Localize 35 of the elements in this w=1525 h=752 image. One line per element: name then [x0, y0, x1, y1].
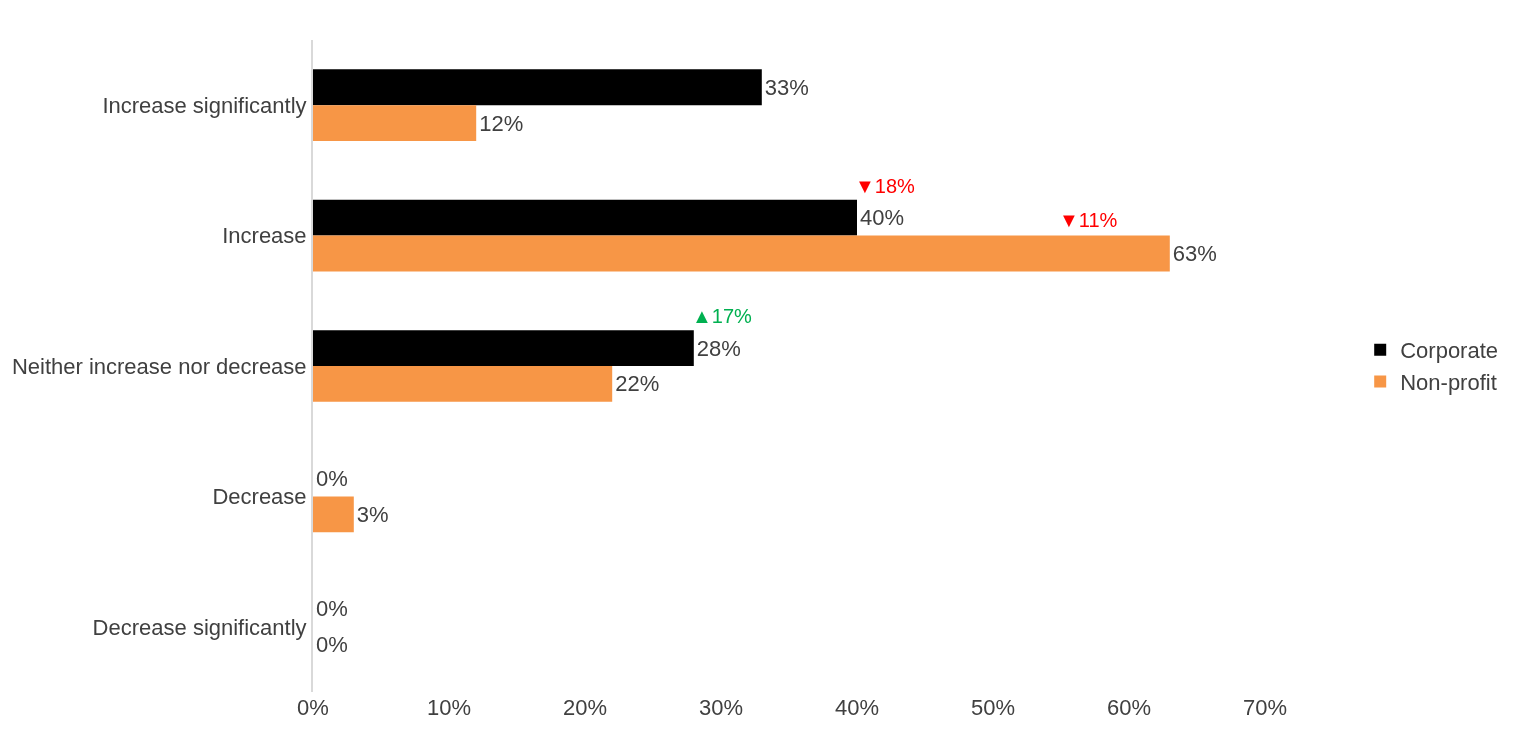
bar — [313, 199, 857, 236]
data-label: 22% — [615, 371, 660, 397]
y-tick-label: Decrease significantly — [92, 614, 307, 640]
data-label: 28% — [696, 335, 741, 361]
y-tick-label: Decrease — [212, 484, 307, 510]
data-label: 0% — [316, 465, 348, 491]
x-tick-label: 10% — [426, 695, 472, 720]
x-tick-label: 50% — [970, 695, 1016, 720]
annotation: ▲17% — [692, 305, 753, 327]
x-tick-label: 0% — [297, 695, 329, 720]
data-label: 33% — [764, 74, 809, 100]
x-tick-label: 30% — [698, 695, 744, 720]
legend-label: Non-profit — [1400, 369, 1497, 395]
data-label: 0% — [316, 632, 348, 658]
data-label: 0% — [316, 596, 348, 622]
x-tick-label: 40% — [834, 695, 880, 720]
data-label: 3% — [356, 501, 389, 527]
bar — [313, 330, 694, 366]
bar — [313, 69, 762, 106]
y-tick-label: Increase — [222, 223, 307, 249]
x-tick-label: 60% — [1106, 695, 1152, 720]
data-label: 40% — [860, 205, 905, 231]
x-tick-label: 20% — [562, 695, 608, 720]
y-tick-label: Neither increase nor decrease — [11, 353, 307, 379]
annotation: ▼18% — [855, 175, 916, 197]
data-label: 12% — [479, 110, 524, 136]
legend-label: Corporate — [1400, 338, 1499, 364]
bar — [313, 366, 613, 402]
annotation: ▼11% — [1059, 209, 1118, 231]
y-tick-label: Increase significantly — [102, 92, 307, 118]
bar — [313, 235, 1170, 272]
bar — [313, 496, 354, 533]
x-tick-label: 70% — [1242, 695, 1288, 720]
bar — [313, 105, 477, 142]
data-label: 63% — [1172, 241, 1217, 267]
